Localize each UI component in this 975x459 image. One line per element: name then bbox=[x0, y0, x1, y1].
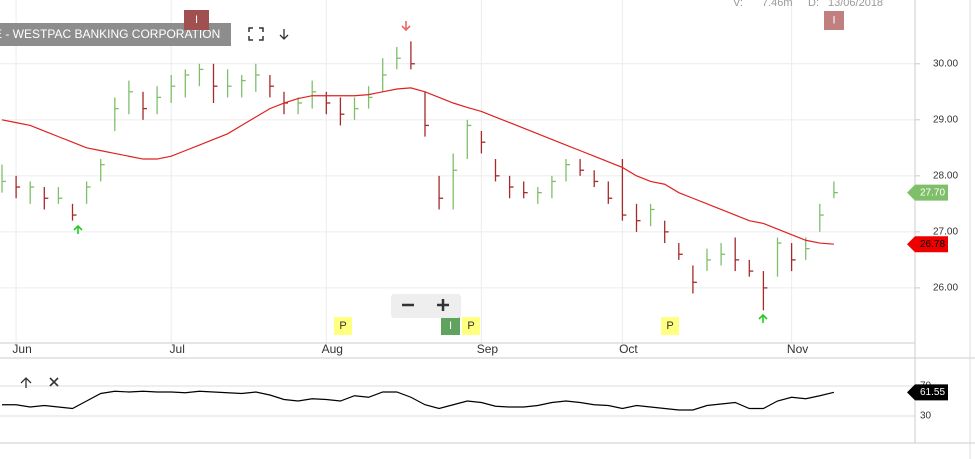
marker: I bbox=[449, 320, 452, 332]
x-tick-label: Nov bbox=[787, 342, 808, 356]
y-tick-label: 30 bbox=[920, 411, 932, 422]
y-tick-label: 27.00 bbox=[933, 227, 958, 238]
marker-box bbox=[441, 317, 460, 335]
move-up[interactable] bbox=[20, 377, 32, 388]
y-tick-label: 29.00 bbox=[933, 114, 958, 125]
marker-box bbox=[462, 317, 480, 335]
indicator-line bbox=[2, 390, 835, 411]
date-label: D: bbox=[808, 0, 819, 9]
y-tick-label: 28.00 bbox=[933, 170, 958, 181]
zoom-box bbox=[391, 294, 461, 318]
x-tick-label: Jun bbox=[12, 342, 31, 356]
marker: P bbox=[467, 320, 474, 332]
marker-box bbox=[824, 11, 844, 30]
marker-box bbox=[661, 317, 679, 335]
moving-average bbox=[1, 87, 834, 245]
volume: 7.46m bbox=[762, 0, 793, 9]
x-tick-label: Jul bbox=[170, 342, 185, 356]
marker: I bbox=[832, 14, 835, 26]
marker: P bbox=[666, 320, 673, 332]
volume-label: V: bbox=[733, 0, 743, 9]
x-tick-label: Sep bbox=[477, 342, 499, 356]
y-tick-label: 26.00 bbox=[933, 283, 958, 294]
marker: I bbox=[195, 14, 198, 26]
x-tick-label: Aug bbox=[322, 342, 343, 356]
sell-arrow bbox=[401, 21, 411, 32]
last-value-badge bbox=[907, 236, 948, 253]
download-icon[interactable] bbox=[279, 29, 289, 40]
buy-arrow bbox=[758, 313, 768, 323]
last-value-badge bbox=[907, 184, 948, 201]
marker-box bbox=[334, 317, 352, 335]
last-value-label: 27.70 bbox=[920, 187, 945, 198]
marker: P bbox=[339, 320, 346, 332]
close-panel[interactable] bbox=[49, 377, 59, 387]
last-value-label: 26.78 bbox=[920, 239, 945, 250]
title-box bbox=[0, 23, 231, 46]
last-value-badge bbox=[907, 384, 948, 401]
y-tick-label: 30.00 bbox=[933, 58, 958, 69]
zoom-in[interactable] bbox=[437, 299, 449, 311]
buy-arrow bbox=[73, 224, 83, 234]
fullscreen-icon[interactable] bbox=[248, 27, 264, 41]
date: 13/06/2018 bbox=[828, 0, 883, 9]
marker-box bbox=[184, 10, 209, 30]
chart-title: E - WESTPAC BANKING CORPORATION bbox=[0, 27, 220, 41]
x-tick-label: Oct bbox=[619, 342, 638, 356]
last-value-label: 61.55 bbox=[920, 387, 945, 398]
